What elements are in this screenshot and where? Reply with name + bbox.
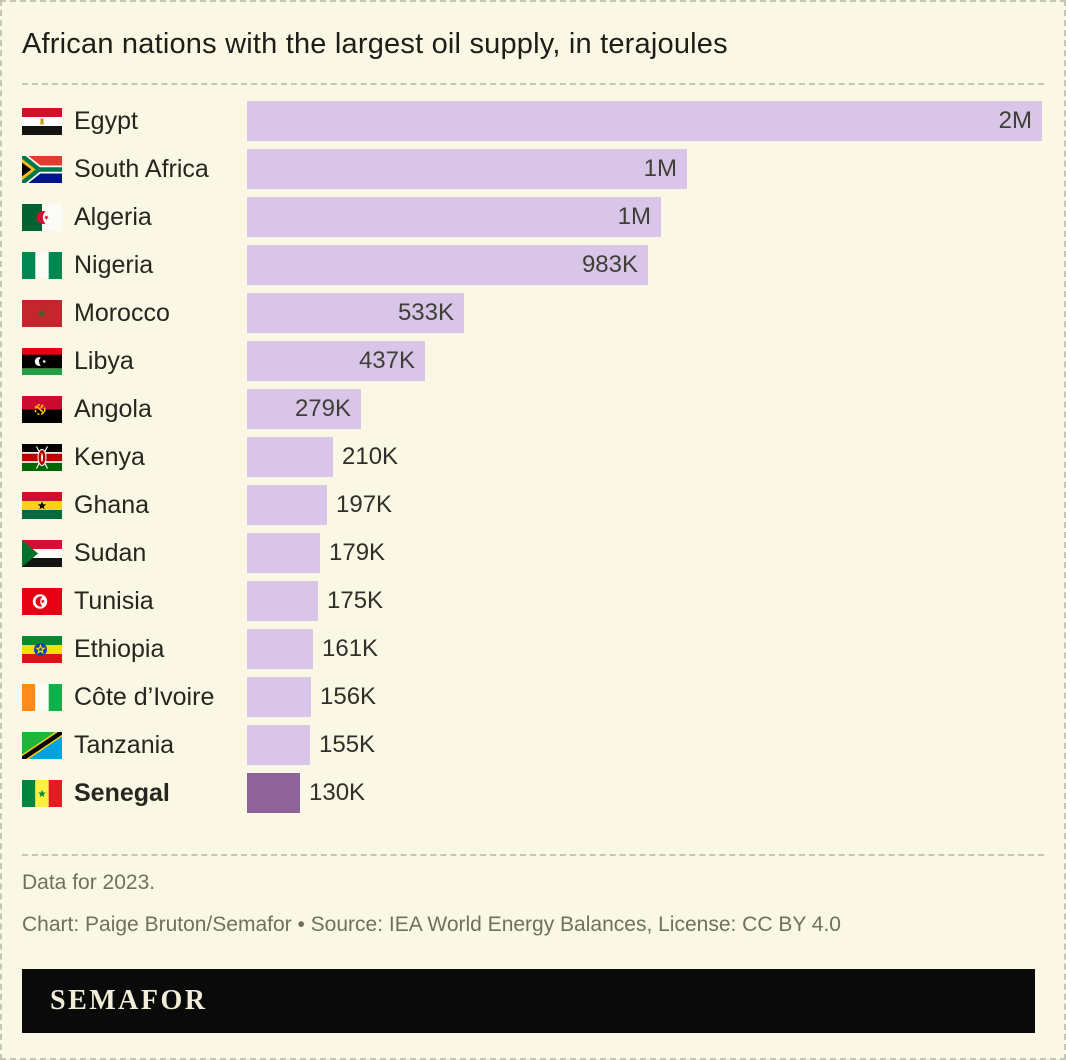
chart-row: Tunisia 175K	[22, 577, 1044, 625]
chart-row: Côte d’Ivoire 156K	[22, 673, 1044, 721]
value-bar	[247, 533, 320, 573]
value-bar: 279K	[247, 389, 361, 429]
egypt-flag	[22, 107, 62, 135]
value-bar: 1M	[247, 149, 687, 189]
title-divider	[22, 83, 1044, 85]
kenya-flag	[22, 443, 62, 471]
value-bar	[247, 581, 318, 621]
bar-track: 179K	[247, 533, 1044, 573]
sudan-flag	[22, 539, 62, 567]
value-label: 156K	[320, 683, 377, 710]
angola-flag	[22, 395, 62, 423]
value-bar	[247, 773, 300, 813]
value-label: 983K	[581, 251, 638, 278]
value-label: 179K	[329, 539, 386, 566]
value-label: 175K	[327, 587, 384, 614]
value-bar	[247, 485, 327, 525]
bar-track: 155K	[247, 725, 1044, 765]
country-label: Egypt	[74, 106, 138, 135]
chart-row: Nigeria 983K	[22, 241, 1044, 289]
bar-track: 533K	[247, 293, 1044, 333]
country-label: Côte d’Ivoire	[74, 682, 215, 711]
bar-track: 197K	[247, 485, 1044, 525]
value-bar	[247, 677, 311, 717]
tanzania-flag	[22, 731, 62, 759]
value-label: 279K	[294, 395, 351, 422]
chart-row: Tanzania 155K	[22, 721, 1044, 769]
country-label: Nigeria	[74, 250, 154, 279]
value-label: 533K	[397, 299, 454, 326]
chart-title: African nations with the largest oil sup…	[22, 28, 728, 60]
chart-row: Senegal 130K	[22, 769, 1044, 817]
value-label: 1M	[643, 155, 677, 182]
bar-track: 156K	[247, 677, 1044, 717]
chart-row: Angola 279K	[22, 385, 1044, 433]
bar-track: 2M	[247, 101, 1044, 141]
bar-track: 983K	[247, 245, 1044, 285]
semafor-logo-bar: SEMAFOR	[22, 969, 1035, 1033]
chart-row: Kenya 210K	[22, 433, 1044, 481]
country-label: Tanzania	[74, 730, 175, 759]
country-label: Sudan	[74, 538, 147, 567]
value-bar: 1M	[247, 197, 661, 237]
chart-row: Ghana 197K	[22, 481, 1044, 529]
value-bar: 533K	[247, 293, 464, 333]
country-label: Libya	[74, 346, 134, 375]
bar-track: 161K	[247, 629, 1044, 669]
chart-row: Egypt 2M	[22, 97, 1044, 145]
value-label: 197K	[336, 491, 393, 518]
footer-divider	[22, 854, 1044, 856]
country-label: Angola	[74, 394, 152, 423]
chart-row: Algeria 1M	[22, 193, 1044, 241]
country-label: Tunisia	[74, 586, 154, 615]
value-label: 210K	[342, 443, 399, 470]
data-note: Data for 2023.	[22, 871, 156, 894]
value-label: 1M	[617, 203, 651, 230]
libya-flag	[22, 347, 62, 375]
ghana-flag	[22, 491, 62, 519]
country-label: Ghana	[74, 490, 150, 519]
value-label: 161K	[322, 635, 379, 662]
ethiopia-flag	[22, 635, 62, 663]
bar-chart: Egypt 2M South Africa 1M Algeria 1M Nigeria 983…	[22, 97, 1044, 817]
value-bar	[247, 629, 313, 669]
value-label: 155K	[319, 731, 376, 758]
country-label: Ethiopia	[74, 634, 165, 663]
country-label: Morocco	[74, 298, 170, 327]
chart-row: Sudan 179K	[22, 529, 1044, 577]
value-bar	[247, 437, 333, 477]
algeria-flag	[22, 203, 62, 231]
bar-track: 1M	[247, 149, 1044, 189]
value-bar: 2M	[247, 101, 1042, 141]
value-label: 130K	[309, 779, 366, 806]
bar-track: 437K	[247, 341, 1044, 381]
bar-track: 175K	[247, 581, 1044, 621]
tunisia-flag	[22, 587, 62, 615]
bar-track: 130K	[247, 773, 1044, 813]
country-label: Senegal	[74, 778, 170, 807]
value-label: 2M	[998, 107, 1032, 134]
morocco-flag	[22, 299, 62, 327]
bar-track: 279K	[247, 389, 1044, 429]
semafor-logo: SEMAFOR	[50, 985, 208, 1016]
chart-row: South Africa 1M	[22, 145, 1044, 193]
value-bar: 437K	[247, 341, 425, 381]
bar-track: 210K	[247, 437, 1044, 477]
cote-divoire-flag	[22, 683, 62, 711]
chart-row: Ethiopia 161K	[22, 625, 1044, 673]
nigeria-flag	[22, 251, 62, 279]
value-label: 437K	[358, 347, 415, 374]
credit-line: Chart: Paige Bruton/Semafor • Source: IE…	[22, 913, 841, 936]
value-bar: 983K	[247, 245, 648, 285]
south-africa-flag	[22, 155, 62, 183]
chart-row: Libya 437K	[22, 337, 1044, 385]
bar-track: 1M	[247, 197, 1044, 237]
country-label: Kenya	[74, 442, 145, 471]
senegal-flag	[22, 779, 62, 807]
country-label: South Africa	[74, 154, 209, 183]
value-bar	[247, 725, 310, 765]
chart-row: Morocco 533K	[22, 289, 1044, 337]
country-label: Algeria	[74, 202, 152, 231]
